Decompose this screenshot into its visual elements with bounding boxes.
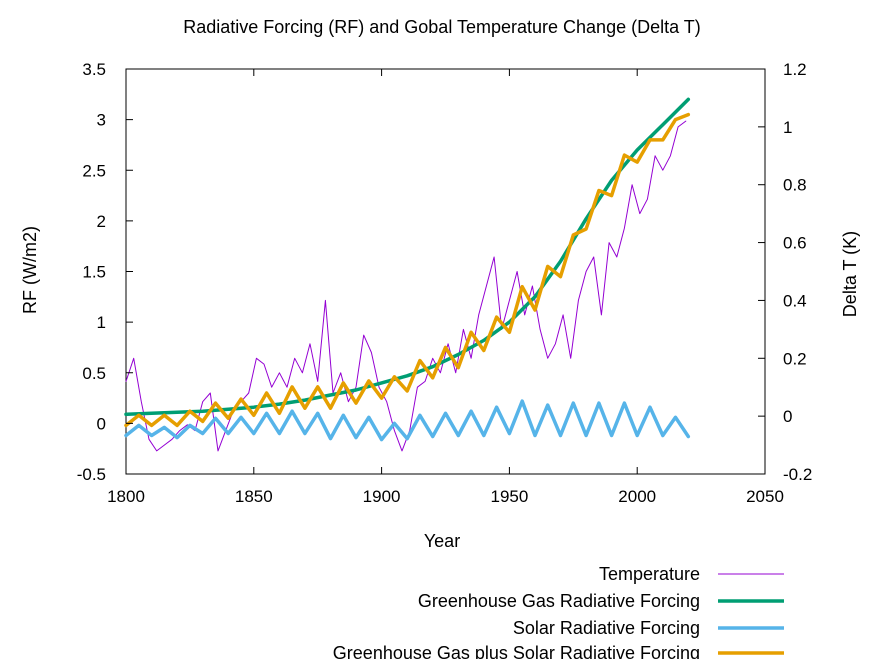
y2-tick-label: 0: [783, 407, 792, 426]
chart-title: Radiative Forcing (RF) and Gobal Tempera…: [183, 17, 701, 37]
series-layer: [124, 97, 691, 452]
x-tick-label: 2050: [746, 487, 784, 506]
y2-tick-label: 1.2: [783, 60, 807, 79]
y-tick-label: 1: [97, 313, 106, 332]
y-tick-label: 3: [97, 111, 106, 130]
legend-label: Greenhouse Gas plus Solar Radiative Forc…: [333, 643, 700, 659]
y-tick-label: 2.5: [82, 161, 106, 180]
ticks-layer: 1800 1850 1900 1950 2000 2050 -0.5 0 0.5 1 1.5 2 2.5…: [77, 60, 813, 506]
x-tick-label: 2000: [618, 487, 656, 506]
legend-label: Temperature: [599, 564, 700, 584]
x-tick-label: 1850: [235, 487, 273, 506]
x-tick-label: 1900: [363, 487, 401, 506]
y-tick-label: 1.5: [82, 263, 106, 282]
x-tick-label: 1950: [490, 487, 528, 506]
y2-axis-label: Delta T (K): [840, 231, 860, 317]
series-line-temperature: [125, 120, 687, 452]
y-tick-label: 3.5: [82, 60, 106, 79]
series-line-greenhouse-gas-radiative-forcing: [124, 97, 691, 417]
y2-tick-label: 0.2: [783, 349, 807, 368]
legend-label: Greenhouse Gas Radiative Forcing: [418, 591, 700, 611]
x-axis-label: Year: [424, 531, 460, 551]
y2-tick-label: 0.4: [783, 291, 807, 310]
y-tick-label: 0.5: [82, 364, 106, 383]
legend: Temperature Greenhouse Gas Radiative Forc…: [333, 564, 784, 659]
y-tick-label: -0.5: [77, 465, 106, 484]
x-tick-label: 1800: [107, 487, 145, 506]
y2-tick-label: 0.8: [783, 176, 807, 195]
series-line-greenhouse-gas-plus-solar-radiative-forcing: [124, 112, 691, 428]
y-tick-label: 2: [97, 212, 106, 231]
y2-tick-label: -0.2: [783, 465, 812, 484]
y2-tick-label: 0.6: [783, 234, 807, 253]
y-axis-label: RF (W/m2): [20, 226, 40, 314]
series-line-solar-radiative-forcing: [124, 399, 691, 442]
y-tick-label: 0: [97, 414, 106, 433]
y2-tick-label: 1: [783, 118, 792, 137]
legend-label: Solar Radiative Forcing: [513, 618, 700, 638]
